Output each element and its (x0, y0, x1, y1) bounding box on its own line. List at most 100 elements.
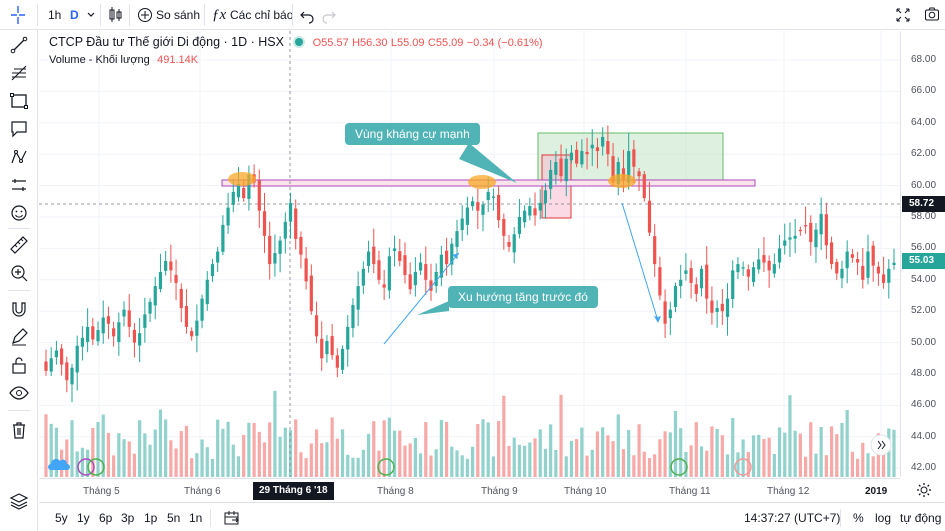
candle-body (533, 208, 537, 216)
resistance-callout[interactable]: Vùng kháng cự mạnh (345, 123, 480, 145)
volume-bar (892, 429, 896, 477)
volume-bar (340, 429, 345, 477)
volume-bar (679, 428, 683, 477)
candle-body (106, 316, 111, 324)
chevron-down-icon[interactable] (86, 0, 96, 30)
candles-icon[interactable] (107, 0, 123, 30)
goto-date-icon[interactable] (223, 509, 241, 530)
volume-bar (148, 444, 152, 477)
price-label: 54.00 (911, 273, 937, 285)
clock-utc[interactable]: 14:37:27 (UTC+7) (744, 511, 841, 525)
trend-callout[interactable]: Xu hướng tăng trước đó (448, 286, 598, 308)
volume-bar (476, 424, 480, 477)
prediction-icon[interactable] (9, 175, 29, 195)
range-1d[interactable]: 1n (189, 511, 203, 525)
lock-icon[interactable] (9, 355, 29, 375)
candle-body (294, 208, 298, 239)
indicators-fx-icon[interactable]: ƒx (212, 7, 227, 23)
candle-body (835, 261, 839, 274)
trend-line-icon[interactable] (9, 35, 29, 55)
range-1y[interactable]: 1y (77, 511, 90, 525)
volume-bar (819, 426, 823, 477)
candle-body (658, 267, 662, 296)
ruler-icon[interactable] (9, 235, 29, 255)
pattern-icon[interactable] (9, 147, 29, 167)
emoji-icon[interactable] (9, 203, 29, 223)
fullscreen-icon[interactable] (895, 0, 911, 30)
volume-bar (138, 420, 142, 477)
rectangle-icon[interactable] (9, 91, 29, 111)
undo-icon[interactable] (300, 0, 314, 30)
compare-plus-icon[interactable] (137, 0, 153, 30)
price-axis[interactable]: 68.00 66.00 64.00 62.00 60.00 58.00 56.00 54.00… (900, 31, 945, 477)
log-toggle[interactable]: log (875, 511, 892, 525)
range-6m[interactable]: 6p (99, 511, 113, 525)
camera-icon[interactable] (924, 0, 940, 30)
candle-body (507, 241, 511, 247)
volume-bar (840, 422, 844, 477)
volume-bar (590, 449, 594, 477)
range-5d[interactable]: 5n (167, 511, 181, 525)
symbol-title[interactable]: CTCP Đầu tư Thế giới Di động · 1D · HSX (49, 35, 284, 49)
price-label: 46.00 (911, 399, 937, 411)
candle-body (476, 202, 480, 211)
volume-bar (814, 453, 818, 477)
layers-icon[interactable] (9, 491, 29, 511)
candle-body (471, 201, 475, 207)
stay-drawing-icon[interactable] (9, 327, 29, 347)
candle-body (876, 266, 880, 274)
percent-toggle[interactable]: % (853, 511, 864, 525)
text-note-icon[interactable] (9, 119, 29, 139)
candle-body (621, 168, 626, 180)
range-3m[interactable]: 3p (121, 511, 135, 525)
candle-body (413, 271, 417, 286)
zoom-in-icon[interactable] (9, 263, 29, 283)
volume-bar (689, 445, 693, 477)
price-label: 56.00 (911, 242, 937, 254)
volume-bar (273, 390, 277, 477)
volume-label[interactable]: Volume - Khối lượng (49, 54, 150, 66)
candle-body (819, 213, 823, 235)
compare-button[interactable]: So sánh (156, 8, 201, 22)
range-5y[interactable]: 5y (55, 511, 68, 525)
eye-icon[interactable] (9, 383, 29, 403)
price-chart[interactable]: Vùng kháng cự mạnh Xu hướng tăng trước đ… (39, 31, 900, 477)
candle-body (549, 169, 553, 189)
candle-body (653, 236, 657, 265)
fib-retracement-icon[interactable] (9, 63, 29, 83)
crosshair-cursor-icon[interactable] (8, 0, 28, 30)
volume-bar (231, 444, 235, 477)
candle-body (611, 156, 615, 183)
interval-day[interactable]: D (70, 8, 79, 22)
candle-body (242, 187, 246, 199)
volume-bar (424, 422, 428, 477)
price-label: 62.00 (911, 148, 937, 160)
volume-bar (569, 440, 574, 477)
candle-body (788, 237, 792, 240)
volume-bar (611, 441, 615, 477)
volume-bar (507, 445, 511, 477)
magnet-icon[interactable] (9, 299, 29, 319)
time-axis[interactable]: Tháng 5 Tháng 6 Tháng 8 Tháng 9 Tháng 10… (39, 478, 900, 502)
candle-body (361, 268, 365, 286)
trash-icon[interactable] (9, 420, 29, 440)
auto-scale-toggle[interactable]: tự động (900, 511, 942, 525)
interval-1h[interactable]: 1h (48, 8, 62, 22)
redo-icon[interactable] (322, 0, 336, 30)
price-label: 44.00 (911, 430, 937, 442)
volume-bar (850, 451, 854, 477)
volume-bar (351, 457, 355, 477)
volume-bar (70, 420, 74, 477)
volume-bar (855, 458, 860, 477)
volume-bar (158, 409, 163, 477)
range-1m[interactable]: 1p (144, 511, 158, 525)
candle-body (850, 254, 854, 258)
volume-bar (408, 443, 412, 477)
candle-body (434, 271, 438, 286)
volume-bar (398, 430, 402, 477)
volume-bar (653, 454, 657, 477)
chart-canvas[interactable] (39, 31, 900, 477)
indicators-button[interactable]: Các chỉ báo (230, 8, 294, 22)
settings-gear-icon[interactable] (914, 480, 934, 500)
candle-body (772, 264, 776, 274)
